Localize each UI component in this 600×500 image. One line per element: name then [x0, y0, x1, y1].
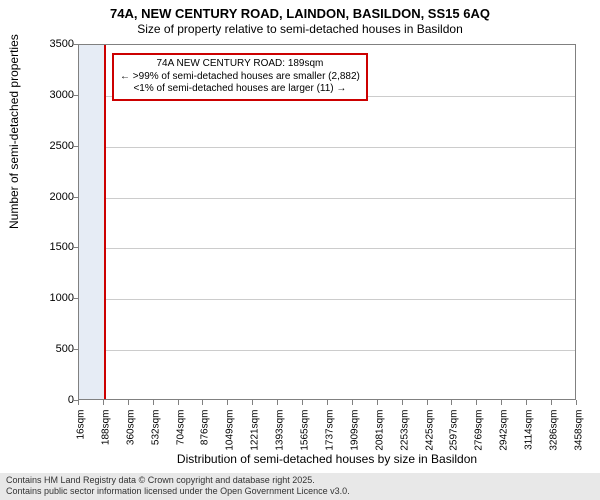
- y-axis-label: Number of semi-detached properties: [7, 34, 21, 229]
- x-axis-label: Distribution of semi-detached houses by …: [78, 452, 576, 466]
- gridline: [79, 198, 575, 199]
- y-tick-label: 500: [24, 343, 74, 355]
- chart-title-block: 74A, NEW CENTURY ROAD, LAINDON, BASILDON…: [0, 0, 600, 37]
- y-tick-label: 2500: [24, 140, 74, 152]
- y-tick-mark: [73, 44, 78, 45]
- x-tick-mark: [427, 400, 428, 405]
- reference-line: [104, 45, 106, 399]
- x-tick-mark: [377, 400, 378, 405]
- chart-title-main: 74A, NEW CENTURY ROAD, LAINDON, BASILDON…: [0, 6, 600, 22]
- x-tick-mark: [526, 400, 527, 405]
- y-tick-mark: [73, 298, 78, 299]
- y-tick-mark: [73, 247, 78, 248]
- x-tick-mark: [476, 400, 477, 405]
- x-tick-mark: [103, 400, 104, 405]
- y-tick-mark: [73, 146, 78, 147]
- chart-title-sub: Size of property relative to semi-detach…: [0, 22, 600, 37]
- x-tick-mark: [178, 400, 179, 405]
- x-tick-mark: [302, 400, 303, 405]
- highlight-band: [79, 45, 104, 399]
- y-tick-label: 1000: [24, 292, 74, 304]
- x-tick-mark: [153, 400, 154, 405]
- gridline: [79, 147, 575, 148]
- gridline: [79, 248, 575, 249]
- x-tick-mark: [576, 400, 577, 405]
- x-tick-mark: [202, 400, 203, 405]
- x-tick-mark: [352, 400, 353, 405]
- y-tick-label: 3000: [24, 89, 74, 101]
- x-tick-mark: [78, 400, 79, 405]
- plot-area: 74A NEW CENTURY ROAD: 189sqm ← >99% of s…: [78, 44, 576, 400]
- annotation-box: 74A NEW CENTURY ROAD: 189sqm ← >99% of s…: [112, 53, 368, 101]
- x-tick-mark: [128, 400, 129, 405]
- x-tick-mark: [501, 400, 502, 405]
- y-tick-label: 0: [24, 394, 74, 406]
- annotation-line-2: ← >99% of semi-detached houses are small…: [120, 71, 360, 84]
- y-tick-label: 2000: [24, 191, 74, 203]
- footer-line-2: Contains public sector information licen…: [6, 486, 594, 498]
- x-tick-mark: [451, 400, 452, 405]
- y-tick-label: 1500: [24, 241, 74, 253]
- x-tick-mark: [327, 400, 328, 405]
- attribution-footer: Contains HM Land Registry data © Crown c…: [0, 473, 600, 500]
- footer-line-1: Contains HM Land Registry data © Crown c…: [6, 475, 594, 487]
- y-tick-mark: [73, 197, 78, 198]
- x-tick-mark: [402, 400, 403, 405]
- annotation-line-3: <1% of semi-detached houses are larger (…: [120, 83, 360, 96]
- x-tick-mark: [551, 400, 552, 405]
- x-tick-mark: [277, 400, 278, 405]
- x-tick-mark: [227, 400, 228, 405]
- y-tick-label: 3500: [24, 38, 74, 50]
- annotation-line-1: 74A NEW CENTURY ROAD: 189sqm: [120, 58, 360, 71]
- gridline: [79, 350, 575, 351]
- x-tick-mark: [252, 400, 253, 405]
- y-tick-mark: [73, 95, 78, 96]
- gridline: [79, 299, 575, 300]
- y-tick-mark: [73, 349, 78, 350]
